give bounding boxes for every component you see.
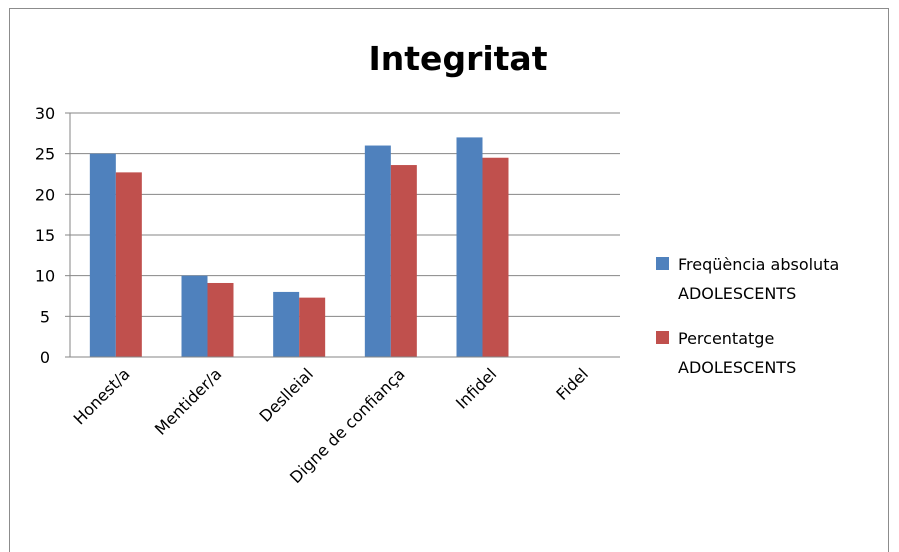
bar-series-1	[364, 145, 391, 357]
legend-label: ADOLESCENTS	[678, 358, 796, 377]
legend-swatch	[656, 257, 669, 270]
bar-series-2	[299, 297, 326, 357]
bar-series-1	[89, 153, 116, 357]
legend-label: Freqüència absoluta	[678, 255, 839, 274]
y-tick-label: 5	[40, 307, 50, 326]
bar-series-2	[482, 157, 509, 357]
legend-label: ADOLESCENTS	[678, 284, 796, 303]
y-tick-label: 10	[35, 267, 55, 286]
legend-label: Percentatge	[678, 329, 774, 348]
chart-title: Integritat	[369, 39, 548, 78]
bar-series-1	[456, 137, 483, 357]
legend: Freqüència absoluta ADOLESCENTS Percentatg…	[656, 255, 839, 377]
y-axis: 0 5 10 15 20 25 30	[35, 104, 71, 367]
chart-frame	[9, 8, 889, 552]
legend-swatch	[656, 331, 669, 344]
bar-series-2	[115, 172, 142, 357]
bar-series-1	[181, 275, 208, 357]
bar-series-1	[273, 291, 300, 357]
bar-series-2	[390, 165, 417, 357]
y-tick-label: 25	[35, 145, 55, 164]
gridlines	[70, 112, 620, 358]
bars	[89, 137, 509, 357]
x-tick-label: Honest/a	[70, 364, 134, 428]
x-tick-label: Deslleial	[256, 364, 317, 425]
bar-series-2	[207, 282, 234, 357]
y-tick-label: 20	[35, 185, 55, 204]
x-tick-label: Fidel	[552, 364, 592, 404]
y-tick-label: 15	[35, 226, 55, 245]
y-tick-label: 30	[35, 104, 55, 123]
x-tick-label: Mentider/a	[151, 364, 225, 438]
x-tick-label: Infidel	[452, 364, 500, 412]
y-tick-label: 0	[40, 348, 50, 367]
